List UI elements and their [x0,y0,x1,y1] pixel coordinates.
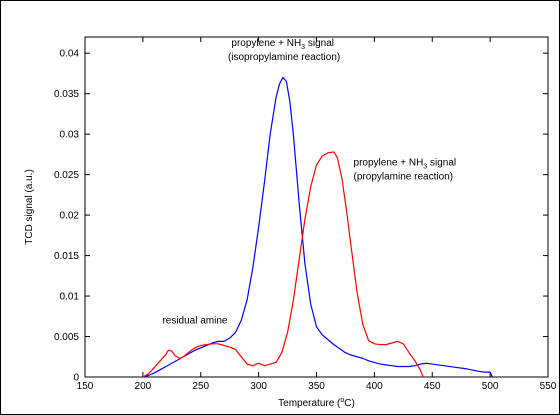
x-tick-label: 350 [308,381,325,392]
y-tick-label: 0.035 [54,89,79,100]
x-tick-label: 450 [424,381,441,392]
annotation-propylamine-line1: propylene + NH3 signal [354,158,457,171]
annotation-residual-amine: residual amine [162,315,227,326]
annotation-isopropylamine-line2: (isopropylamine reaction) [228,52,340,63]
x-axis-title: Temperature (oC) [278,397,355,409]
y-tick-label: 0.025 [54,170,79,181]
y-tick-label: 0 [73,373,79,384]
y-tick-label: 0.01 [60,292,80,303]
x-tick-label: 300 [250,381,267,392]
x-tick-label: 250 [192,381,209,392]
x-tick-label: 500 [482,381,499,392]
x-tick-label: 550 [540,381,557,392]
annotation-propylamine: propylene + NH3 signal (propylamine reac… [354,158,459,183]
series-line-red [142,151,424,378]
x-tick-label: 200 [135,381,152,392]
y-tick-label: 0.02 [60,211,80,222]
x-tick-label: 150 [77,381,94,392]
series-layer [142,76,493,378]
y-tick-label: 0.03 [60,130,80,141]
annotation-propylamine-line2: (propylamine reaction) [354,172,454,183]
x-tick-label: 400 [366,381,383,392]
annotation-isopropylamine-line1: propylene + NH3 signal [231,38,334,51]
y-axis-title: TCD signal (a.u.) [24,169,35,245]
y-tick-label: 0.015 [54,251,79,262]
y-tick-label: 0.005 [54,332,79,343]
annotation-isopropylamine: propylene + NH3 signal (isopropylamine r… [228,38,340,63]
y-tick-label: 0.04 [60,49,80,60]
series-line-blue [142,76,493,378]
